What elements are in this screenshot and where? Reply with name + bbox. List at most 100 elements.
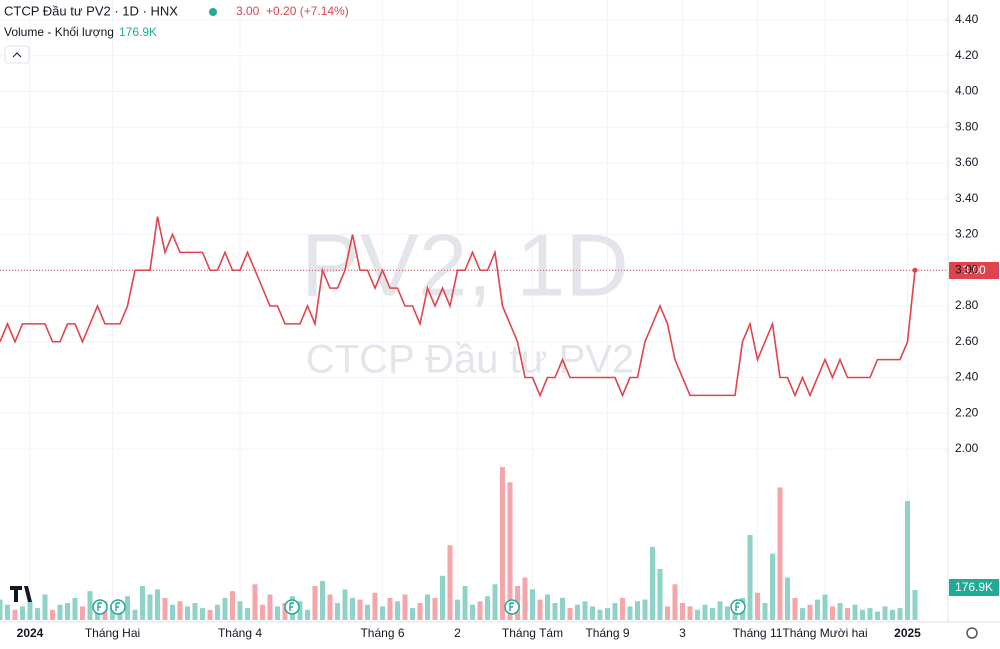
volume-bar — [890, 609, 895, 620]
x-tick-label: Tháng Mười hai — [782, 626, 867, 640]
symbol-title: CTCP Đầu tư PV2 · 1D · HNX — [4, 3, 178, 18]
volume-bar — [897, 608, 903, 620]
volume-bar — [215, 604, 220, 620]
y-tick-label: 3.00 — [955, 262, 979, 276]
volume-bar — [327, 594, 333, 620]
volume-bar — [462, 586, 468, 620]
volume-bar — [807, 604, 813, 620]
volume-bar — [402, 594, 408, 620]
tradingview-logo — [10, 586, 32, 602]
y-tick-label: 4.40 — [955, 12, 979, 26]
volume-bar — [380, 606, 385, 620]
x-tick-label: 2024 — [17, 626, 44, 640]
volume-bar — [590, 606, 595, 620]
volume-bar — [882, 606, 888, 620]
volume-bar — [260, 604, 265, 620]
collapse-button[interactable] — [4, 45, 30, 64]
volume-bar — [530, 589, 535, 620]
volume-bar — [575, 604, 580, 620]
volume-bar — [770, 553, 775, 620]
volume-value: 176.9K — [119, 25, 157, 39]
volume-bar — [267, 594, 273, 620]
watermark-subtitle: CTCP Đầu tư PV2 — [306, 338, 634, 382]
volume-bar — [455, 599, 460, 620]
volume-bar — [237, 601, 243, 620]
volume-bar — [725, 606, 730, 620]
volume-bar — [860, 609, 865, 620]
volume-bar — [747, 535, 753, 620]
volume-bar — [680, 603, 685, 620]
volume-bar — [312, 586, 318, 620]
volume-bar — [710, 608, 715, 620]
y-tick-label: 3.60 — [955, 155, 979, 169]
volume-bar — [665, 606, 670, 620]
x-tick-label: 3 — [679, 626, 686, 640]
volume-bar — [657, 569, 663, 620]
volume-bar — [560, 597, 565, 620]
x-tick-label: 2025 — [894, 626, 921, 640]
logo — [10, 586, 32, 602]
volume-bar — [447, 545, 453, 620]
grid — [0, 0, 948, 622]
volume-bar — [42, 594, 48, 620]
volume-bar — [20, 606, 25, 620]
volume-bar — [687, 606, 693, 620]
volume-bar — [492, 584, 498, 620]
volume-bar — [642, 599, 648, 620]
volume-bar — [95, 609, 100, 620]
last-price: 3.00 — [236, 4, 260, 18]
x-tick-label: Tháng 11 — [733, 626, 783, 640]
volume-bar — [470, 604, 475, 620]
volume-bar — [552, 603, 558, 620]
settings-button[interactable] — [966, 627, 978, 639]
volume-bar — [650, 546, 655, 620]
volume-bar — [417, 603, 423, 620]
volume-title: Volume - Khối lượng — [4, 25, 114, 39]
volume-bar — [837, 603, 843, 620]
x-tick-label: Tháng 4 — [218, 626, 262, 640]
x-tick-label: 2 — [454, 626, 461, 640]
volume-bar — [177, 601, 183, 620]
volume-bar — [410, 608, 415, 620]
volume-bar — [485, 596, 490, 620]
volume-bar — [275, 606, 280, 620]
volume-bar — [845, 608, 850, 620]
volume-bar — [357, 599, 363, 620]
volume-bar — [875, 611, 880, 620]
x-tick-label: Tháng 9 — [585, 626, 629, 640]
volume-bar — [87, 591, 93, 620]
volume-bar — [545, 594, 550, 620]
volume-bar — [672, 584, 678, 620]
volume-bar — [207, 609, 213, 620]
volume-bar — [170, 604, 175, 620]
volume-bar — [320, 580, 325, 620]
volume-bar — [35, 608, 40, 620]
volume-bar — [297, 601, 303, 620]
volume-bar — [822, 594, 828, 620]
volume-bar — [125, 596, 130, 620]
volume-bar — [200, 608, 205, 620]
volume-bar — [815, 599, 820, 620]
price-line — [0, 216, 916, 398]
volume-bar — [852, 604, 858, 620]
volume-bar — [597, 609, 603, 620]
volume-bar — [755, 592, 760, 620]
volume-bar — [702, 604, 708, 620]
y-tick-label: 3.40 — [955, 191, 979, 205]
y-tick-label: 4.20 — [955, 48, 979, 62]
status-dot — [209, 8, 217, 16]
y-tick-label: 2.80 — [955, 298, 979, 312]
volume-bar — [65, 603, 70, 620]
y-tick-label: 2.60 — [955, 334, 979, 348]
volume-bar — [582, 601, 588, 620]
volume-bar — [50, 609, 55, 620]
volume-tag — [949, 579, 999, 596]
price-tag-label: 3.00 — [962, 263, 986, 277]
volume-bar — [717, 601, 723, 620]
volume-bar — [140, 586, 145, 620]
volume-bar — [612, 603, 618, 620]
y-tick-label: 2.00 — [955, 441, 979, 455]
volume-bar — [162, 597, 168, 620]
volume-bar — [0, 599, 3, 620]
price-tag — [949, 262, 999, 279]
